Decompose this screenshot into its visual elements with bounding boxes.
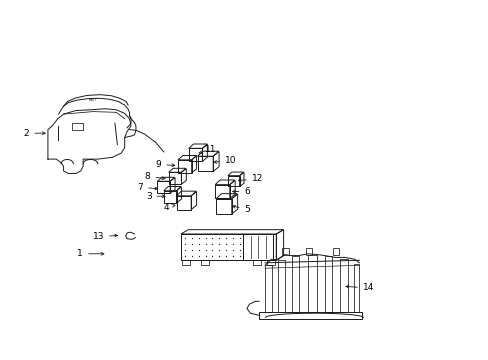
Text: 6: 6	[232, 187, 250, 196]
Bar	[307, 255, 316, 312]
Text: 8: 8	[144, 172, 164, 181]
Bar	[325, 256, 331, 312]
Bar	[282, 248, 288, 255]
Bar	[292, 256, 299, 312]
Bar	[353, 264, 359, 312]
Text: 14: 14	[346, 284, 373, 292]
Text: BATT: BATT	[88, 98, 97, 102]
Text: 12: 12	[238, 175, 263, 184]
Text: 10: 10	[214, 156, 236, 165]
Text: 4: 4	[163, 203, 175, 212]
Text: 11: 11	[199, 145, 217, 154]
Text: 5: 5	[232, 205, 250, 214]
Text: 2: 2	[23, 129, 45, 138]
Bar	[277, 260, 284, 312]
Text: 3: 3	[145, 192, 164, 201]
Bar	[252, 260, 260, 265]
Bar	[182, 260, 189, 265]
Text: 9: 9	[155, 160, 174, 169]
Bar	[243, 234, 273, 260]
Bar	[332, 248, 339, 255]
Text: 13: 13	[92, 233, 117, 242]
Bar	[339, 259, 347, 312]
Text: 7: 7	[137, 183, 157, 192]
Text: 1: 1	[77, 249, 103, 258]
Bar	[267, 260, 275, 265]
Bar	[305, 248, 312, 255]
Bar	[201, 260, 209, 265]
Bar	[264, 265, 271, 312]
Bar	[181, 234, 276, 260]
Bar	[72, 123, 83, 130]
Bar	[259, 312, 361, 319]
